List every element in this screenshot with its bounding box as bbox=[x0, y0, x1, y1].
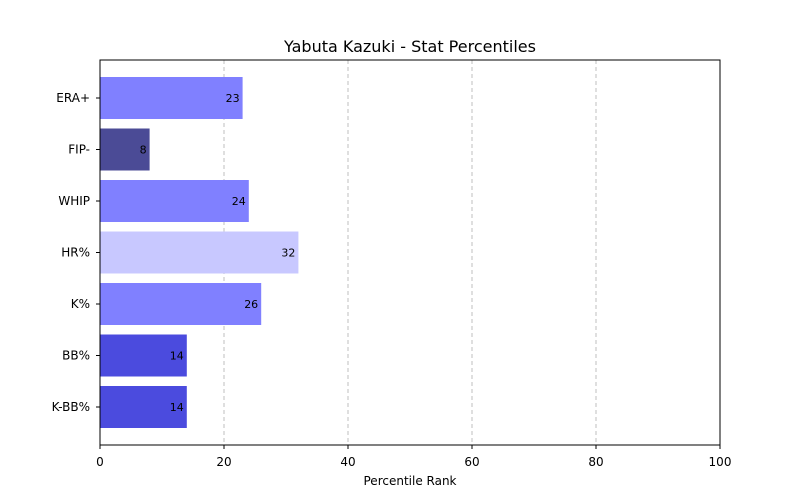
y-tick-label: BB% bbox=[62, 349, 90, 363]
y-tick-label: K-BB% bbox=[52, 400, 90, 414]
y-tick-label: HR% bbox=[61, 246, 90, 260]
bar-value-label: 24 bbox=[232, 195, 246, 208]
y-tick-label: FIP- bbox=[68, 143, 90, 157]
bar-k- bbox=[100, 283, 262, 325]
plot-frame bbox=[99, 59, 721, 446]
x-tick-label: 20 bbox=[216, 455, 231, 469]
bar-value-label: 32 bbox=[281, 247, 295, 260]
y-tick-label: K% bbox=[71, 297, 90, 311]
bar-k-bb- bbox=[100, 386, 187, 428]
chart-title: Yabuta Kazuki - Stat Percentiles bbox=[283, 37, 536, 56]
bar-value-label: 26 bbox=[244, 298, 258, 311]
x-axis: 0 20 40 60 80 100 bbox=[96, 445, 731, 469]
x-axis-label: Percentile Rank bbox=[364, 474, 457, 488]
bar-value-label: 23 bbox=[226, 92, 240, 105]
x-tick-label: 40 bbox=[340, 455, 355, 469]
bar-value-label: 8 bbox=[140, 144, 147, 157]
x-tick-label: 60 bbox=[464, 455, 479, 469]
x-tick-label: 100 bbox=[709, 455, 732, 469]
y-tick-label: ERA+ bbox=[56, 91, 90, 105]
y-axis: ERA+ FIP- WHIP HR% K% BB% K-BB% bbox=[52, 91, 100, 414]
bar-value-label: 14 bbox=[170, 401, 184, 414]
bar-fip- bbox=[100, 128, 150, 171]
x-tick-label: 80 bbox=[588, 455, 603, 469]
bar-hr- bbox=[100, 231, 299, 274]
bars-group: 23 8 24 32 26 14 14 bbox=[100, 77, 299, 428]
bar-bb- bbox=[100, 334, 187, 377]
y-tick-label: WHIP bbox=[58, 194, 90, 208]
bar-value-label: 14 bbox=[170, 350, 184, 363]
x-tick-label: 0 bbox=[96, 455, 104, 469]
bar-era- bbox=[100, 77, 243, 119]
bar-whip bbox=[100, 180, 249, 222]
